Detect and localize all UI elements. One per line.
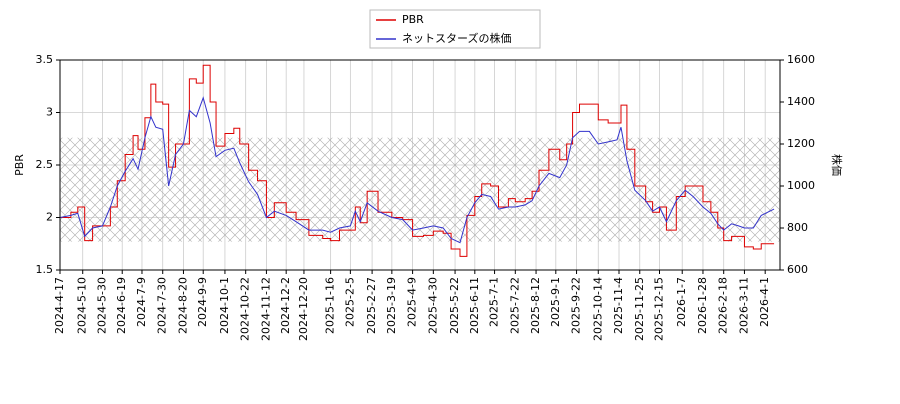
x-tick-label: 2025-8-12 (529, 277, 542, 334)
y2-tick-label: 1400 (787, 95, 815, 108)
x-tick-label: 2025-9-1 (549, 277, 562, 327)
x-tick-label: 2025-4-30 (426, 277, 439, 334)
x-tick-label: 2024-5-30 (95, 277, 108, 334)
band-layer (60, 137, 780, 242)
x-tick-label: 2025-12-15 (653, 277, 666, 341)
x-tick-label: 2025-3-19 (385, 277, 398, 334)
x-tick-label: 2026-3-11 (737, 277, 750, 334)
x-tick-label: 2024-6-19 (115, 277, 128, 334)
y-tick-label: 1.5 (36, 263, 54, 276)
x-tick-label: 2024-12-2 (279, 277, 292, 334)
legend-label: ネットスターズの株価 (402, 31, 511, 45)
x-tick-label: 2024-12-20 (297, 277, 310, 341)
x-tick-label: 2025-10-14 (591, 277, 604, 341)
x-tick-label: 2024-10-1 (218, 277, 231, 334)
y-tick-label: 2 (46, 211, 53, 224)
y2-tick-label: 1200 (787, 137, 815, 150)
x-tick-label: 2024-9-9 (196, 277, 209, 327)
legend-label: PBR (402, 13, 424, 26)
x-tick-label: 2024-7-30 (156, 277, 169, 334)
lines (60, 64, 775, 257)
x-tick-label: 2025-4-9 (406, 277, 419, 327)
x-tick-label: 2025-1-16 (324, 277, 337, 334)
x-tick-label: 2025-9-22 (570, 277, 583, 334)
x-tick-label: 2024-4-17 (53, 277, 66, 334)
x-tick-label: 2025-2-5 (343, 277, 356, 327)
x-tick-label: 2026-1-28 (696, 277, 709, 334)
series-line (60, 64, 775, 257)
y2-tick-label: 600 (787, 263, 808, 276)
x-tick-label: 2025-7-22 (508, 277, 521, 334)
y2-tick-label: 1600 (787, 53, 815, 66)
axes: 1.5 2 2.5 3 3.5 600 800 1000 1200 1400 1600 2024-4-… (36, 53, 816, 341)
x-tick-label: 2024-8-20 (176, 277, 189, 334)
series-line (60, 96, 775, 244)
x-tick-label: 2025-6-11 (468, 277, 481, 334)
x-tick-label: 2025-11-25 (633, 277, 646, 341)
x-tick-label: 2024-10-22 (239, 277, 252, 341)
x-tick-label: 2026-4-1 (758, 277, 771, 327)
legend-box (369, 9, 541, 49)
y-axis-label: PBR (13, 154, 26, 176)
x-tick-label: 2025-2-27 (365, 277, 378, 334)
y-tick-label: 3 (46, 106, 53, 119)
x-tick-label: 2026-2-18 (717, 277, 730, 334)
shaded-band (60, 137, 780, 242)
y2-axis-label: 株価 (830, 154, 844, 176)
y-tick-label: 3.5 (36, 53, 54, 66)
x-tick-label: 2025-7-1 (488, 277, 501, 327)
y-tick-label: 2.5 (36, 158, 54, 171)
x-tick-label: 2024-7-9 (135, 277, 148, 327)
x-tick-label: 2024-5-10 (76, 277, 89, 334)
legend: PBR ネットスターズの株価 (369, 9, 541, 49)
x-tick-label: 2024-11-12 (259, 277, 272, 341)
y2-tick-label: 800 (787, 221, 808, 234)
x-tick-label: 2025-5-22 (448, 277, 461, 334)
x-tick-label: 2025-11-4 (612, 277, 625, 334)
x-tick-label: 2026-1-7 (675, 277, 688, 327)
y2-tick-label: 1000 (787, 179, 815, 192)
